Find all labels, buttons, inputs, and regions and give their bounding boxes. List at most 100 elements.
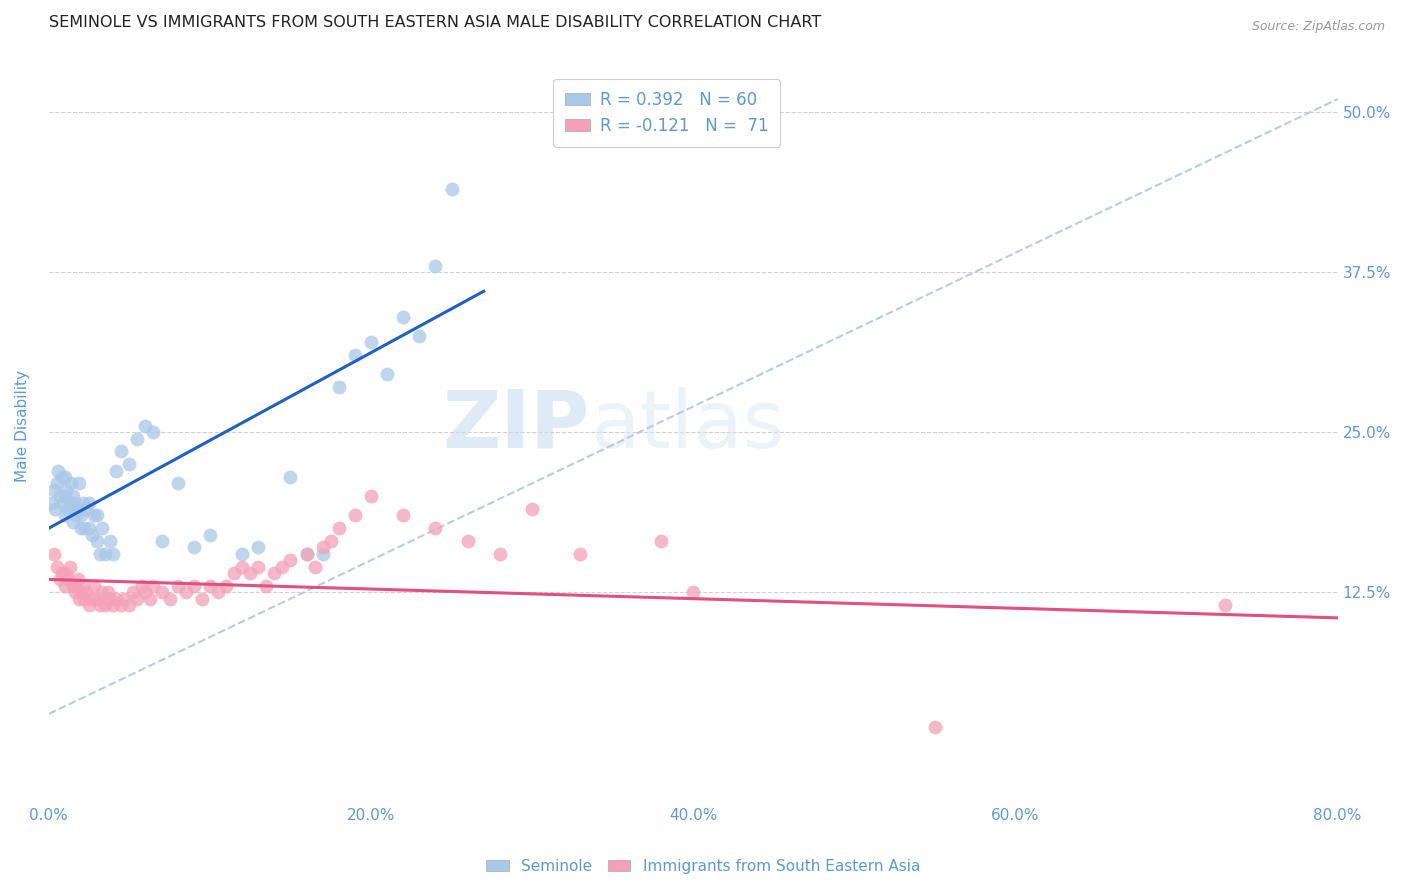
Point: [311, 547, 333, 561]
Point: [82, 591, 104, 606]
Point: [392, 310, 415, 324]
Point: [114, 591, 136, 606]
Point: [60, 476, 83, 491]
Point: [52, 495, 75, 509]
Point: [408, 329, 430, 343]
Point: [98, 534, 121, 549]
Point: [67, 591, 90, 606]
Point: [489, 547, 512, 561]
Point: [53, 579, 76, 593]
Point: [42, 483, 65, 497]
Point: [360, 335, 382, 350]
Point: [231, 547, 253, 561]
Point: [45, 559, 67, 574]
Point: [51, 566, 73, 580]
Point: [94, 598, 117, 612]
Legend: R = 0.392   N = 60, R = -0.121   N =  71: R = 0.392 N = 60, R = -0.121 N = 71: [554, 78, 780, 146]
Point: [62, 489, 84, 503]
Point: [77, 495, 100, 509]
Point: [63, 585, 86, 599]
Point: [198, 527, 221, 541]
Point: [1213, 598, 1236, 612]
Text: ZIP: ZIP: [443, 387, 591, 465]
Point: [222, 566, 245, 580]
Point: [89, 598, 111, 612]
Point: [77, 521, 100, 535]
Point: [127, 432, 149, 446]
Point: [94, 547, 117, 561]
Point: [72, 579, 94, 593]
Point: [103, 598, 125, 612]
Point: [569, 547, 592, 561]
Point: [254, 579, 277, 593]
Point: [65, 579, 87, 593]
Point: [375, 368, 398, 382]
Point: [118, 598, 141, 612]
Text: atlas: atlas: [591, 387, 785, 465]
Point: [304, 559, 326, 574]
Point: [134, 585, 156, 599]
Point: [360, 489, 382, 503]
Point: [105, 464, 128, 478]
Point: [55, 566, 77, 580]
Point: [83, 579, 105, 593]
Point: [425, 521, 447, 535]
Point: [319, 534, 342, 549]
Point: [457, 534, 479, 549]
Point: [49, 573, 72, 587]
Point: [55, 483, 77, 497]
Point: [62, 579, 84, 593]
Point: [70, 521, 93, 535]
Point: [53, 489, 76, 503]
Point: [263, 566, 285, 580]
Point: [41, 495, 63, 509]
Legend: Seminole, Immigrants from South Eastern Asia: Seminole, Immigrants from South Eastern …: [479, 853, 927, 880]
Point: [247, 559, 270, 574]
Point: [105, 591, 128, 606]
Point: [118, 457, 141, 471]
Point: [295, 547, 318, 561]
Point: [311, 541, 333, 555]
Point: [142, 579, 165, 593]
Point: [77, 598, 100, 612]
Point: [56, 573, 79, 587]
Point: [45, 476, 67, 491]
Point: [49, 489, 72, 503]
Point: [247, 541, 270, 555]
Point: [62, 515, 84, 529]
Point: [86, 534, 108, 549]
Point: [98, 591, 121, 606]
Point: [425, 259, 447, 273]
Point: [280, 553, 302, 567]
Point: [86, 508, 108, 523]
Point: [44, 502, 66, 516]
Point: [166, 579, 188, 593]
Point: [65, 508, 87, 523]
Point: [159, 591, 181, 606]
Point: [191, 591, 214, 606]
Point: [239, 566, 262, 580]
Point: [73, 591, 96, 606]
Point: [392, 508, 415, 523]
Point: [72, 495, 94, 509]
Point: [134, 418, 156, 433]
Point: [231, 559, 253, 574]
Point: [42, 547, 65, 561]
Point: [183, 541, 205, 555]
Point: [103, 547, 125, 561]
Point: [520, 502, 543, 516]
Point: [280, 470, 302, 484]
Point: [63, 495, 86, 509]
Point: [650, 534, 672, 549]
Point: [127, 591, 149, 606]
Point: [70, 508, 93, 523]
Point: [66, 502, 89, 516]
Point: [207, 585, 229, 599]
Point: [110, 444, 132, 458]
Point: [110, 598, 132, 612]
Point: [66, 573, 89, 587]
Point: [924, 720, 946, 734]
Point: [48, 464, 70, 478]
Point: [142, 425, 165, 439]
Point: [183, 579, 205, 593]
